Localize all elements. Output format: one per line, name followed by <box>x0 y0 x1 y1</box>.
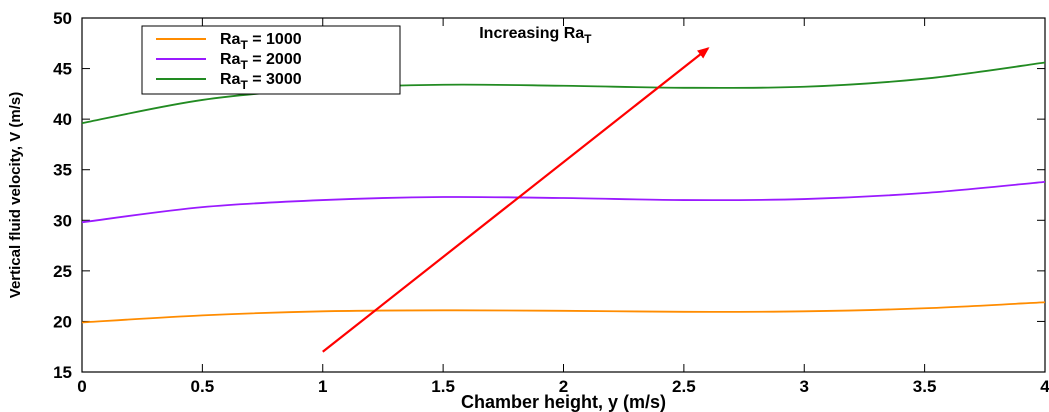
legend-entry-1: RaT = 1000 <box>220 31 302 52</box>
increasing-arrow <box>322 47 710 353</box>
annotation-increasing-rat: Increasing RaT <box>479 25 592 46</box>
y-tick-label: 15 <box>53 363 72 382</box>
x-tick-label: 0 <box>77 377 86 396</box>
legend-label-rest: = 2000 <box>248 51 302 68</box>
x-tick-label: 2.5 <box>672 377 696 396</box>
x-axis-label: Chamber height, y (m/s) <box>461 392 666 412</box>
series-line-1 <box>81 301 1046 324</box>
annotation-text-main: Increasing Ra <box>479 25 584 42</box>
legend-entry-3: RaT = 3000 <box>220 71 302 92</box>
series-line-2 <box>81 180 1046 224</box>
y-axis-label: Vertical fluid velocity, V (m/s) <box>7 92 24 298</box>
x-tick-label: 1 <box>318 377 327 396</box>
y-tick-label: 40 <box>53 110 72 129</box>
y-tick-label: 45 <box>53 60 72 79</box>
x-tick-label: 1.5 <box>431 377 455 396</box>
x-tick-label: 0.5 <box>191 377 215 396</box>
legend-label-sub: T <box>240 38 248 52</box>
y-tick-label: 30 <box>53 211 72 230</box>
x-tick-label: 3.5 <box>913 377 937 396</box>
x-tick-label: 2 <box>559 377 568 396</box>
series-line-3 <box>81 61 1046 125</box>
legend-label-main: Ra <box>220 71 241 88</box>
legend-entry-2: RaT = 2000 <box>220 51 302 72</box>
y-tick-label: 35 <box>53 161 72 180</box>
legend-label-sub: T <box>240 78 248 92</box>
legend-label-rest: = 1000 <box>248 31 302 48</box>
annotation-text-sub: T <box>584 32 592 46</box>
y-tick-label: 20 <box>53 312 72 331</box>
y-tick-label: 50 <box>53 9 72 28</box>
legend-label-rest: = 3000 <box>248 71 302 88</box>
legend-label-main: Ra <box>220 51 241 68</box>
legend-label-sub: T <box>240 58 248 72</box>
y-tick-label: 25 <box>53 262 72 281</box>
x-tick-label: 4 <box>1040 377 1049 396</box>
legend-label-main: Ra <box>220 31 241 48</box>
x-tick-label: 3 <box>800 377 809 396</box>
